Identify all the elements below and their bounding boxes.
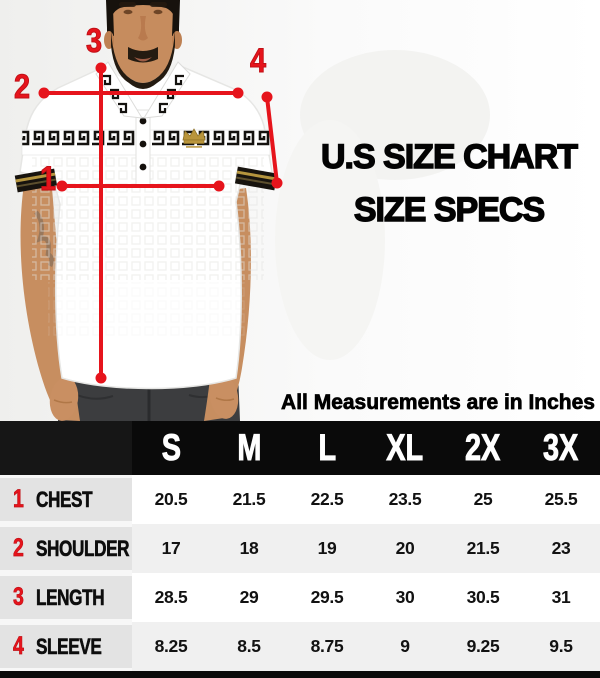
measurement-value-cell: 19 bbox=[317, 538, 337, 558]
row-header: 1 CHEST bbox=[0, 475, 132, 524]
measurement-value-cell: 29.5 bbox=[310, 587, 344, 607]
table-row-chest: 1 CHEST 20.5 21.5 22.5 23.5 25 25.5 bbox=[0, 475, 600, 524]
measurement-value-cell: 25 bbox=[473, 489, 493, 509]
sleeve-measure-line bbox=[265, 95, 279, 185]
measure-marker-length: 3 bbox=[86, 22, 103, 60]
size-column-header-3x: 3X bbox=[543, 427, 579, 469]
measurement-value-cell: 25.5 bbox=[544, 489, 578, 509]
measurement-label: SLEEVE bbox=[35, 633, 102, 659]
man-figure bbox=[14, 0, 278, 421]
measurement-value-cell: 30 bbox=[395, 587, 415, 607]
measurement-value-cell: 29 bbox=[239, 587, 259, 607]
button bbox=[139, 140, 147, 148]
size-column-header-2x: 2X bbox=[465, 427, 501, 469]
measurement-units-note: All Measurements are in Inches bbox=[281, 391, 596, 415]
eyebrow bbox=[150, 2, 167, 7]
measurement-number: 2 bbox=[13, 534, 24, 563]
row-header: 3 LENGTH bbox=[0, 573, 132, 622]
measurement-value-cell: 9.25 bbox=[466, 636, 500, 656]
button bbox=[139, 163, 147, 171]
measurement-label: CHEST bbox=[35, 486, 93, 512]
header-label-spacer bbox=[0, 421, 132, 475]
measurement-number: 3 bbox=[13, 583, 24, 612]
measurement-value-cell: 31 bbox=[551, 587, 571, 607]
measurement-value-cell: 8.75 bbox=[310, 636, 344, 656]
row-header: 4 SLEEVE bbox=[0, 622, 132, 671]
product-photo: 1 2 3 4 bbox=[0, 0, 600, 421]
measurement-label: LENGTH bbox=[35, 584, 105, 610]
size-table-header-row: S M L XL 2X 3X bbox=[0, 421, 600, 475]
eyebrow bbox=[119, 2, 136, 7]
bottom-divider-bar bbox=[0, 671, 600, 678]
measurement-value-cell: 18 bbox=[239, 538, 259, 558]
measurement-value-cell: 20 bbox=[395, 538, 415, 558]
measurement-value-cell: 8.5 bbox=[237, 636, 261, 656]
table-row-shoulder: 2 SHOULDER 17 18 19 20 21.5 23 bbox=[0, 524, 600, 573]
measurement-value-cell: 8.25 bbox=[154, 636, 188, 656]
measurement-value-cell: 21.5 bbox=[466, 538, 500, 558]
measure-marker-chest: 1 bbox=[40, 160, 57, 198]
measurement-value-cell: 9 bbox=[400, 636, 410, 656]
size-column-header-m: M bbox=[236, 427, 262, 469]
chart-title: U.S SIZE CHART SIZE SPECS bbox=[300, 131, 598, 237]
nose bbox=[138, 16, 148, 41]
measurement-value-cell: 23 bbox=[551, 538, 571, 558]
eye bbox=[153, 9, 163, 15]
measurement-value-cell: 28.5 bbox=[154, 587, 188, 607]
hair bbox=[106, 0, 180, 28]
measurement-value-cell: 9.5 bbox=[549, 636, 573, 656]
chart-title-line1: U.S SIZE CHART bbox=[320, 137, 579, 176]
crown-emblem-icon bbox=[182, 128, 206, 148]
measurement-line-endpoints bbox=[38, 62, 283, 384]
measurement-value-cell: 22.5 bbox=[310, 489, 344, 509]
left-hand bbox=[49, 377, 79, 421]
row-header: 2 SHOULDER bbox=[0, 524, 132, 573]
measurement-number: 1 bbox=[13, 485, 24, 514]
measurement-value-cell: 17 bbox=[161, 538, 181, 558]
size-table: S M L XL 2X 3X 1 CHEST 20.5 21.5 22.5 23… bbox=[0, 421, 600, 671]
table-row-length: 3 LENGTH 28.5 29 29.5 30 30.5 31 bbox=[0, 573, 600, 622]
measurement-label: SHOULDER bbox=[35, 535, 130, 561]
measure-marker-sleeve: 4 bbox=[250, 42, 267, 80]
size-column-header-s: S bbox=[161, 427, 181, 469]
measurement-value-cell: 21.5 bbox=[232, 489, 266, 509]
eye bbox=[123, 9, 133, 15]
measure-marker-shoulder: 2 bbox=[14, 68, 31, 106]
right-hand bbox=[209, 375, 239, 419]
measurement-value-cell: 30.5 bbox=[466, 587, 500, 607]
measurement-number: 4 bbox=[13, 632, 24, 661]
right-cuff bbox=[234, 166, 278, 191]
man-in-polo-illustration bbox=[0, 0, 600, 421]
measurement-value-cell: 20.5 bbox=[154, 489, 188, 509]
table-row-sleeve: 4 SLEEVE 8.25 8.5 8.75 9 9.25 9.5 bbox=[0, 622, 600, 671]
head bbox=[104, 0, 182, 89]
chart-title-line2: SIZE SPECS bbox=[353, 190, 546, 230]
left-cuff bbox=[14, 168, 58, 193]
measurement-lines bbox=[42, 66, 279, 380]
polo-shirt bbox=[14, 61, 278, 390]
lips bbox=[134, 57, 152, 62]
size-column-header-l: L bbox=[318, 427, 336, 469]
button bbox=[139, 117, 147, 125]
size-column-header-xl: XL bbox=[386, 427, 424, 469]
measurement-value-cell: 23.5 bbox=[388, 489, 422, 509]
